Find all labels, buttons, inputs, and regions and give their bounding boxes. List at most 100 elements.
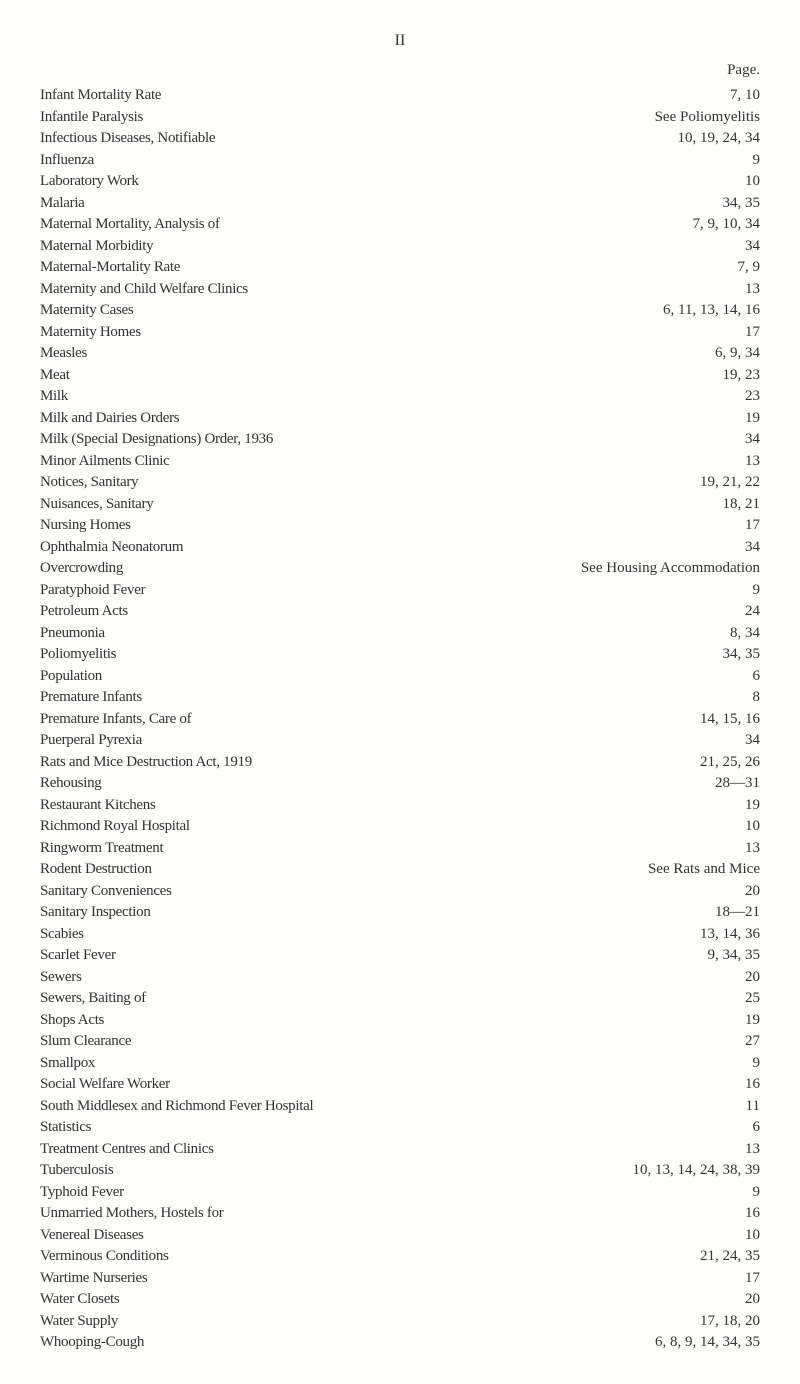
index-entry-dots (116, 644, 710, 665)
index-entry-page: See Rats and Mice (636, 859, 760, 880)
index-entry: Influenza9 (40, 150, 760, 171)
index-entry: Smallpox9 (40, 1053, 760, 1074)
index-entry-page: 17 (733, 322, 760, 343)
index-entry-dots (180, 257, 725, 278)
index-entry-page: 9 (741, 580, 761, 601)
index-entry-dots (179, 408, 733, 429)
index-entry: Infectious Diseases, Notifiable10, 19, 2… (40, 128, 760, 149)
index-entry: Scarlet Fever 9, 34, 35 (40, 945, 760, 966)
index-entry-label: Meat (40, 365, 70, 386)
index-entry: Premature Infants, Care of14, 15, 16 (40, 709, 760, 730)
index-entry-page: 8, 34 (718, 623, 760, 644)
index-entry-dots (147, 1268, 733, 1289)
index-entry-label: Milk (Special Designations) Order, 1936 (40, 429, 273, 450)
index-entry-label: Maternal-Mortality Rate (40, 257, 180, 278)
index-entry-label: Ophthalmia Neonatorum (40, 537, 183, 558)
index-entry-page: 17, 18, 20 (688, 1311, 760, 1332)
index-entry-dots (214, 1139, 733, 1160)
index-entry-page: 28—31 (703, 773, 760, 794)
index-entry-dots (141, 322, 733, 343)
index-entry: Maternity and Child Welfare Clinics13 (40, 279, 760, 300)
index-entry-page: 34 (733, 537, 760, 558)
index-entry: Malaria34, 35 (40, 193, 760, 214)
index-entry-page: 13 (733, 1139, 760, 1160)
index-entry-label: Petroleum Acts (40, 601, 128, 622)
index-entry-dots (252, 752, 688, 773)
index-entry: Tuberculosis10, 13, 14, 24, 38, 39 (40, 1160, 760, 1181)
index-entry-dots (105, 623, 718, 644)
index-entry-label: Maternity Cases (40, 300, 133, 321)
index-entry-dots (102, 666, 740, 687)
index-entry-dots (161, 85, 718, 106)
index-entry-dots (131, 515, 733, 536)
index-entry-page: 13, 14, 36 (688, 924, 760, 945)
index-entry-page: 10, 19, 24, 34 (666, 128, 761, 149)
index-entry-dots (68, 386, 733, 407)
index-entry-dots (123, 558, 569, 579)
index-entry-dots (139, 171, 733, 192)
index-entry-page: 18, 21 (711, 494, 761, 515)
index-entry-page: 27 (733, 1031, 760, 1052)
index-entry: Ringworm Treatment13 (40, 838, 760, 859)
index-entry-page: 6, 9, 34 (703, 343, 760, 364)
index-entry-page: 7, 9 (726, 257, 761, 278)
index-entry-dots (133, 300, 651, 321)
index-entry-label: Sewers (40, 967, 82, 988)
index-entry-dots (313, 1096, 733, 1117)
index-entry-page: 9, 34, 35 (696, 945, 761, 966)
index-entry-page: 10 (733, 816, 760, 837)
index-entry-page: 10 (733, 171, 760, 192)
index-entry-dots (172, 881, 733, 902)
index-entry-page: 9 (741, 150, 761, 171)
index-entry: Sewers20 (40, 967, 760, 988)
index-entry-label: Rehousing (40, 773, 101, 794)
index-entry-label: Scabies (40, 924, 84, 945)
index-entry: Restaurant Kitchens19 (40, 795, 760, 816)
index-entry-dots (124, 1182, 741, 1203)
index-entry: Minor Ailments Clinic13 (40, 451, 760, 472)
index-entry-label: Milk and Dairies Orders (40, 408, 179, 429)
index-entry-dots (118, 1311, 688, 1332)
index-entry-label: Paratyphoid Fever (40, 580, 145, 601)
index-entry-dots (220, 214, 681, 235)
index-list: Infant Mortality Rate7, 10Infantile Para… (40, 85, 760, 1353)
index-entry: Population6 (40, 666, 760, 687)
index-entry-page: 17 (733, 1268, 760, 1289)
index-entry-page: 13 (733, 279, 760, 300)
index-entry-label: Poliomyelitis (40, 644, 116, 665)
header-label: Page. (560, 60, 760, 81)
index-entry-page: 19, 21, 22 (688, 472, 760, 493)
index-entry-page: 34 (733, 236, 760, 257)
index-entry-label: Measles (40, 343, 87, 364)
index-entry: Milk (Special Designations) Order, 19363… (40, 429, 760, 450)
index-entry-page: 23 (733, 386, 760, 407)
index-entry-label: Water Closets (40, 1289, 119, 1310)
index-entry-dots (183, 537, 733, 558)
index-entry-dots (170, 451, 733, 472)
index-entry-label: Scarlet Fever (40, 945, 116, 966)
index-entry-dots (85, 193, 711, 214)
index-entry-page: 14, 15, 16 (688, 709, 760, 730)
index-entry: Water Closets20 (40, 1289, 760, 1310)
index-entry-page: 10 (733, 1225, 760, 1246)
index-entry-dots (116, 945, 696, 966)
index-entry-label: Typhoid Fever (40, 1182, 124, 1203)
index-entry: Pneumonia8, 34 (40, 623, 760, 644)
index-entry-dots (190, 816, 733, 837)
index-entry-page: 24 (733, 601, 760, 622)
index-entry-page: See Poliomyelitis (643, 107, 760, 128)
index-entry: Rats and Mice Destruction Act, 191921, 2… (40, 752, 760, 773)
index-entry-page: 7, 9, 10, 34 (681, 214, 761, 235)
index-entry: Milk and Dairies Orders19 (40, 408, 760, 429)
index-entry-page: 19 (733, 1010, 760, 1031)
index-entry: Maternal Mortality, Analysis of7, 9, 10,… (40, 214, 760, 235)
index-entry-dots (170, 1074, 733, 1095)
index-entry: Poliomyelitis34, 35 (40, 644, 760, 665)
index-entry-label: Overcrowding (40, 558, 123, 579)
index-entry-label: Rats and Mice Destruction Act, 1919 (40, 752, 252, 773)
index-entry-label: Nuisances, Sanitary (40, 494, 153, 515)
index-entry-label: Social Welfare Worker (40, 1074, 170, 1095)
index-entry-label: Tuberculosis (40, 1160, 113, 1181)
index-entry-page: 34, 35 (711, 193, 761, 214)
index-entry: Rehousing 28—31 (40, 773, 760, 794)
